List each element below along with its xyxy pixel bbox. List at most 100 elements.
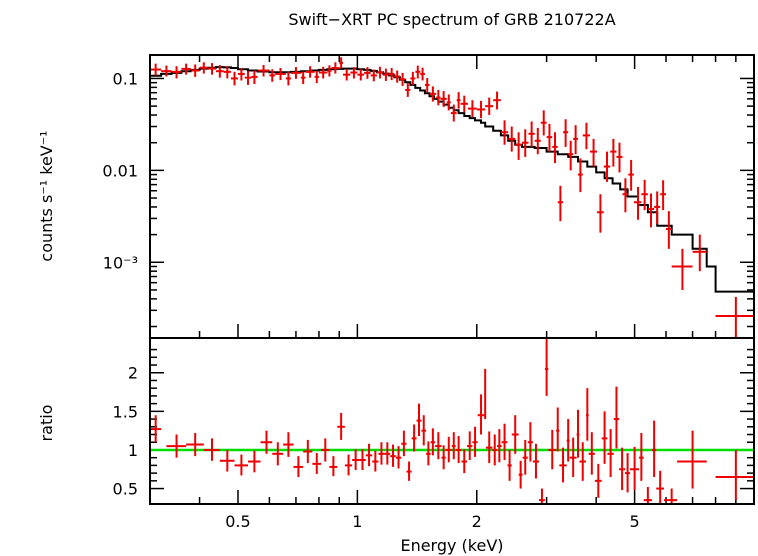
data-point [171,66,182,79]
data-point [327,65,332,77]
ratio-plot-frame [149,337,755,505]
data-point [290,67,301,79]
model-curve [150,66,754,293]
data-point [190,64,200,77]
data-point [538,488,545,504]
data-point [305,66,315,78]
data-point [557,185,564,222]
data-point [343,68,351,81]
data-point [203,438,220,461]
data-point [522,439,528,475]
data-point [378,442,385,465]
data-point [643,487,652,504]
data-point [359,449,366,471]
data-point [585,388,589,441]
data-point [318,66,328,79]
data-point [501,423,508,460]
data-point [446,94,451,111]
data-point [337,412,345,440]
y-tick-label: 0.1 [113,69,138,88]
data-point [579,442,586,481]
data-point [370,69,377,82]
data-point [641,179,648,211]
data-point [275,67,286,81]
data-point [430,428,436,456]
data-point [578,158,583,193]
chart-title: Swift−XRT PC spectrum of GRB 210722A [288,10,615,29]
data-point [329,456,338,477]
data-point [219,449,235,472]
ratio-y-axis-label: ratio [37,405,56,442]
data-point [251,70,258,85]
data-point [199,62,208,74]
data-point [467,431,473,460]
data-point [382,68,389,81]
data-point [569,437,577,477]
data-point [485,431,493,464]
data-point [660,180,667,211]
data-point [715,449,754,501]
data-point [633,186,642,220]
data-point [607,429,614,477]
data-point [508,126,516,152]
data-point [477,394,485,435]
ratio-panel: 0.5 1 1.5 2 0.5 1 2 5 ratio Energy (keV) [37,337,755,555]
data-point [357,68,365,81]
data-point [576,409,580,458]
data-point [399,72,406,86]
data-point [186,432,204,457]
data-point [331,62,340,74]
data-point [573,125,579,155]
data-point [339,57,344,69]
data-point [150,63,162,76]
data-point [410,71,416,85]
data-point [601,411,608,464]
data-point [603,151,611,182]
data-point [166,434,187,458]
data-point [426,441,431,466]
y-tick-label: 1.5 [113,402,138,421]
data-point [625,453,631,493]
x-tick-label: 1 [352,512,362,531]
data-point [421,415,427,446]
data-point [364,67,371,79]
data-point [388,67,395,81]
y-tick-label: 2 [128,364,138,383]
data-point [312,453,322,474]
data-point [666,211,672,249]
model-histogram-line [150,66,754,293]
data-point [150,415,162,443]
x-axis-label: Energy (keV) [400,536,503,555]
data-point [588,432,595,475]
data-point [518,460,523,489]
data-point [234,454,249,476]
data-point [616,142,623,173]
data-point [677,430,707,489]
data-point [376,66,383,79]
data-point [654,191,661,225]
data-point [436,89,441,106]
data-point [663,488,678,504]
data-point [405,83,411,97]
data-point [476,100,486,119]
data-point [207,63,216,75]
spectrum-data-points [150,57,754,338]
data-point [647,193,655,228]
data-point [484,368,487,420]
data-point [344,454,353,476]
data-point [181,63,191,75]
data-point [384,442,391,465]
data-point [435,432,442,460]
data-point [613,386,620,449]
data-point [515,132,522,160]
y-tick-label: 0.5 [113,480,138,499]
data-point [451,432,456,460]
data-point [619,447,626,491]
data-point [424,78,430,93]
data-point [500,120,509,145]
data-point [406,461,412,481]
data-point [429,86,437,102]
data-point [559,447,567,483]
